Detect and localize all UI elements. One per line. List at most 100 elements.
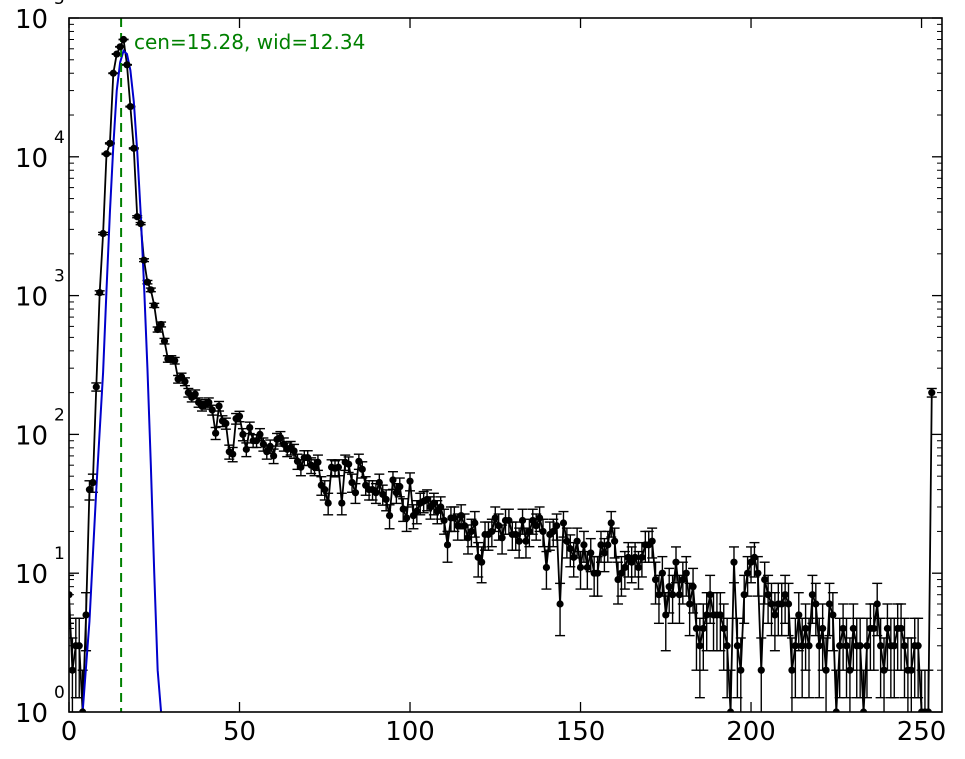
y-tick-label-exponent: 5 bbox=[54, 0, 65, 9]
data-point bbox=[454, 522, 462, 530]
data-point bbox=[460, 522, 469, 530]
data-point bbox=[522, 537, 530, 545]
x-tick-label: 150 bbox=[556, 717, 606, 747]
data-point bbox=[102, 150, 111, 158]
data-point bbox=[154, 325, 162, 334]
data-point bbox=[324, 499, 332, 507]
data-point bbox=[761, 575, 769, 584]
data-point bbox=[686, 600, 694, 608]
data-point bbox=[160, 337, 169, 345]
data-point bbox=[808, 591, 817, 599]
data-point bbox=[744, 569, 752, 577]
data-point bbox=[133, 213, 141, 221]
data-point bbox=[82, 611, 90, 619]
data-point bbox=[123, 61, 131, 69]
data-point bbox=[587, 549, 595, 557]
data-point bbox=[147, 286, 155, 294]
data-point bbox=[873, 600, 881, 608]
data-point bbox=[242, 445, 250, 453]
data-point bbox=[512, 530, 520, 539]
data-point bbox=[611, 537, 619, 545]
data-point bbox=[566, 545, 574, 553]
data-point bbox=[576, 563, 585, 572]
data-point bbox=[266, 442, 274, 450]
data-point bbox=[351, 489, 360, 497]
data-point bbox=[396, 483, 404, 491]
fit-curve bbox=[81, 49, 163, 712]
data-point bbox=[662, 611, 670, 619]
data-point bbox=[692, 624, 701, 633]
data-point bbox=[621, 563, 629, 572]
y-tick-label-exponent: 3 bbox=[54, 267, 65, 287]
data-point bbox=[106, 139, 114, 147]
data-point bbox=[604, 541, 612, 549]
data-point bbox=[655, 591, 663, 599]
data-point bbox=[815, 642, 823, 650]
data-point bbox=[563, 537, 571, 545]
data-point bbox=[75, 642, 83, 650]
data-point bbox=[215, 402, 223, 410]
data-point bbox=[491, 514, 499, 522]
data-point bbox=[754, 569, 762, 577]
data-point bbox=[924, 708, 932, 712]
data-point bbox=[672, 558, 680, 566]
x-tick-label: 100 bbox=[385, 717, 435, 747]
data-point bbox=[478, 558, 486, 566]
data-point bbox=[836, 642, 844, 650]
data-point bbox=[805, 642, 813, 650]
data-point bbox=[720, 624, 728, 633]
data-point bbox=[716, 611, 724, 619]
data-point bbox=[113, 50, 121, 58]
data-point bbox=[859, 708, 868, 712]
data-point bbox=[212, 429, 220, 437]
data-point bbox=[634, 563, 643, 572]
data-point bbox=[338, 499, 346, 507]
x-tick-label: 200 bbox=[726, 717, 776, 747]
data-point bbox=[914, 642, 922, 650]
x-tick-label: 50 bbox=[223, 717, 256, 747]
y-tick-label-exponent: 2 bbox=[54, 405, 65, 425]
data-point bbox=[583, 563, 591, 572]
data-point bbox=[665, 583, 673, 591]
data-point bbox=[385, 512, 394, 520]
data-point bbox=[270, 452, 278, 460]
data-point bbox=[372, 489, 380, 497]
y-tick-label-base: 10 bbox=[15, 144, 48, 174]
x-tick-label: 0 bbox=[61, 717, 78, 747]
data-point bbox=[890, 642, 898, 650]
data-point bbox=[399, 505, 407, 513]
data-point bbox=[880, 666, 888, 674]
data-point bbox=[801, 624, 810, 633]
data-point bbox=[696, 642, 704, 650]
data-point bbox=[345, 460, 353, 468]
data-point bbox=[597, 541, 605, 549]
data-point bbox=[648, 537, 656, 545]
data-point bbox=[423, 495, 431, 504]
data-point bbox=[450, 514, 458, 522]
data-point bbox=[437, 503, 445, 511]
data-point bbox=[181, 378, 189, 386]
data-point bbox=[764, 591, 772, 599]
data-point bbox=[358, 465, 366, 473]
data-point bbox=[842, 642, 851, 650]
data-point bbox=[825, 600, 834, 608]
data-point bbox=[631, 553, 639, 561]
y-tick-label-base: 10 bbox=[15, 283, 48, 313]
data-point bbox=[870, 624, 878, 633]
data-point bbox=[498, 534, 506, 542]
data-point bbox=[614, 575, 622, 584]
data-point bbox=[542, 563, 551, 572]
data-point bbox=[392, 489, 400, 497]
data-point bbox=[679, 575, 687, 584]
data-point bbox=[525, 527, 533, 536]
data-point bbox=[99, 229, 107, 238]
data-point bbox=[505, 516, 513, 525]
data-point bbox=[856, 642, 864, 650]
data-point bbox=[907, 666, 915, 674]
data-point bbox=[658, 569, 666, 577]
data-point bbox=[668, 591, 677, 599]
data-point bbox=[85, 486, 94, 494]
data-point bbox=[617, 569, 626, 577]
data-point bbox=[488, 527, 496, 536]
data-point bbox=[413, 507, 421, 515]
